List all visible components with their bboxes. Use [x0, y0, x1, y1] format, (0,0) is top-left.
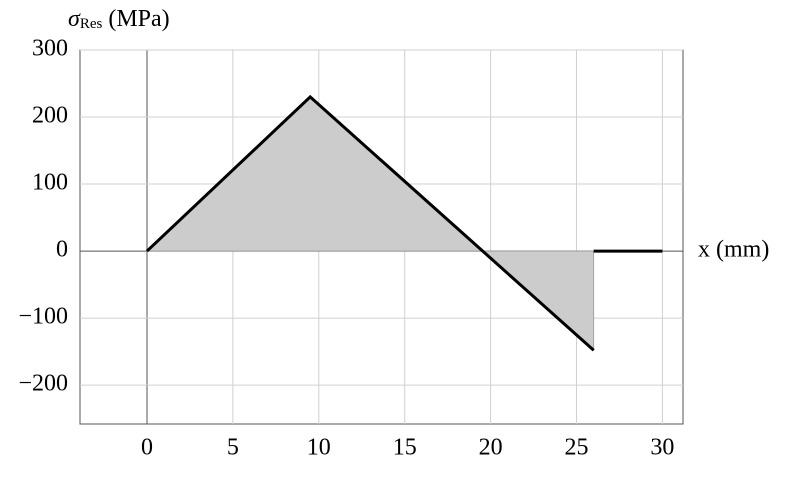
x-tick-label: 25 [564, 435, 588, 461]
x-tick-label: 20 [479, 435, 503, 461]
y-tick-label: −200 [18, 371, 68, 397]
y-label-symbol: σ [68, 6, 81, 32]
y-tick-label: 100 [32, 170, 68, 196]
x-tick-label: 30 [650, 435, 674, 461]
x-tick-label: 10 [307, 435, 331, 461]
area-fill [145, 96, 595, 352]
x-axis-label: x (mm) [698, 237, 769, 263]
y-tick-label: 300 [32, 36, 68, 62]
y-label-unit: (MPa) [108, 6, 169, 32]
y-tick-label: −100 [18, 304, 68, 330]
x-tick-label: 15 [393, 435, 417, 461]
y-tick-label: 0 [56, 237, 68, 263]
y-label-subscript: Res [80, 16, 103, 32]
y-axis-label: σRes (MPa) [68, 6, 170, 33]
x-tick-label: 0 [141, 435, 153, 461]
x-tick-label: 5 [227, 435, 239, 461]
y-tick-label: 200 [32, 103, 68, 129]
line [145, 94, 663, 352]
